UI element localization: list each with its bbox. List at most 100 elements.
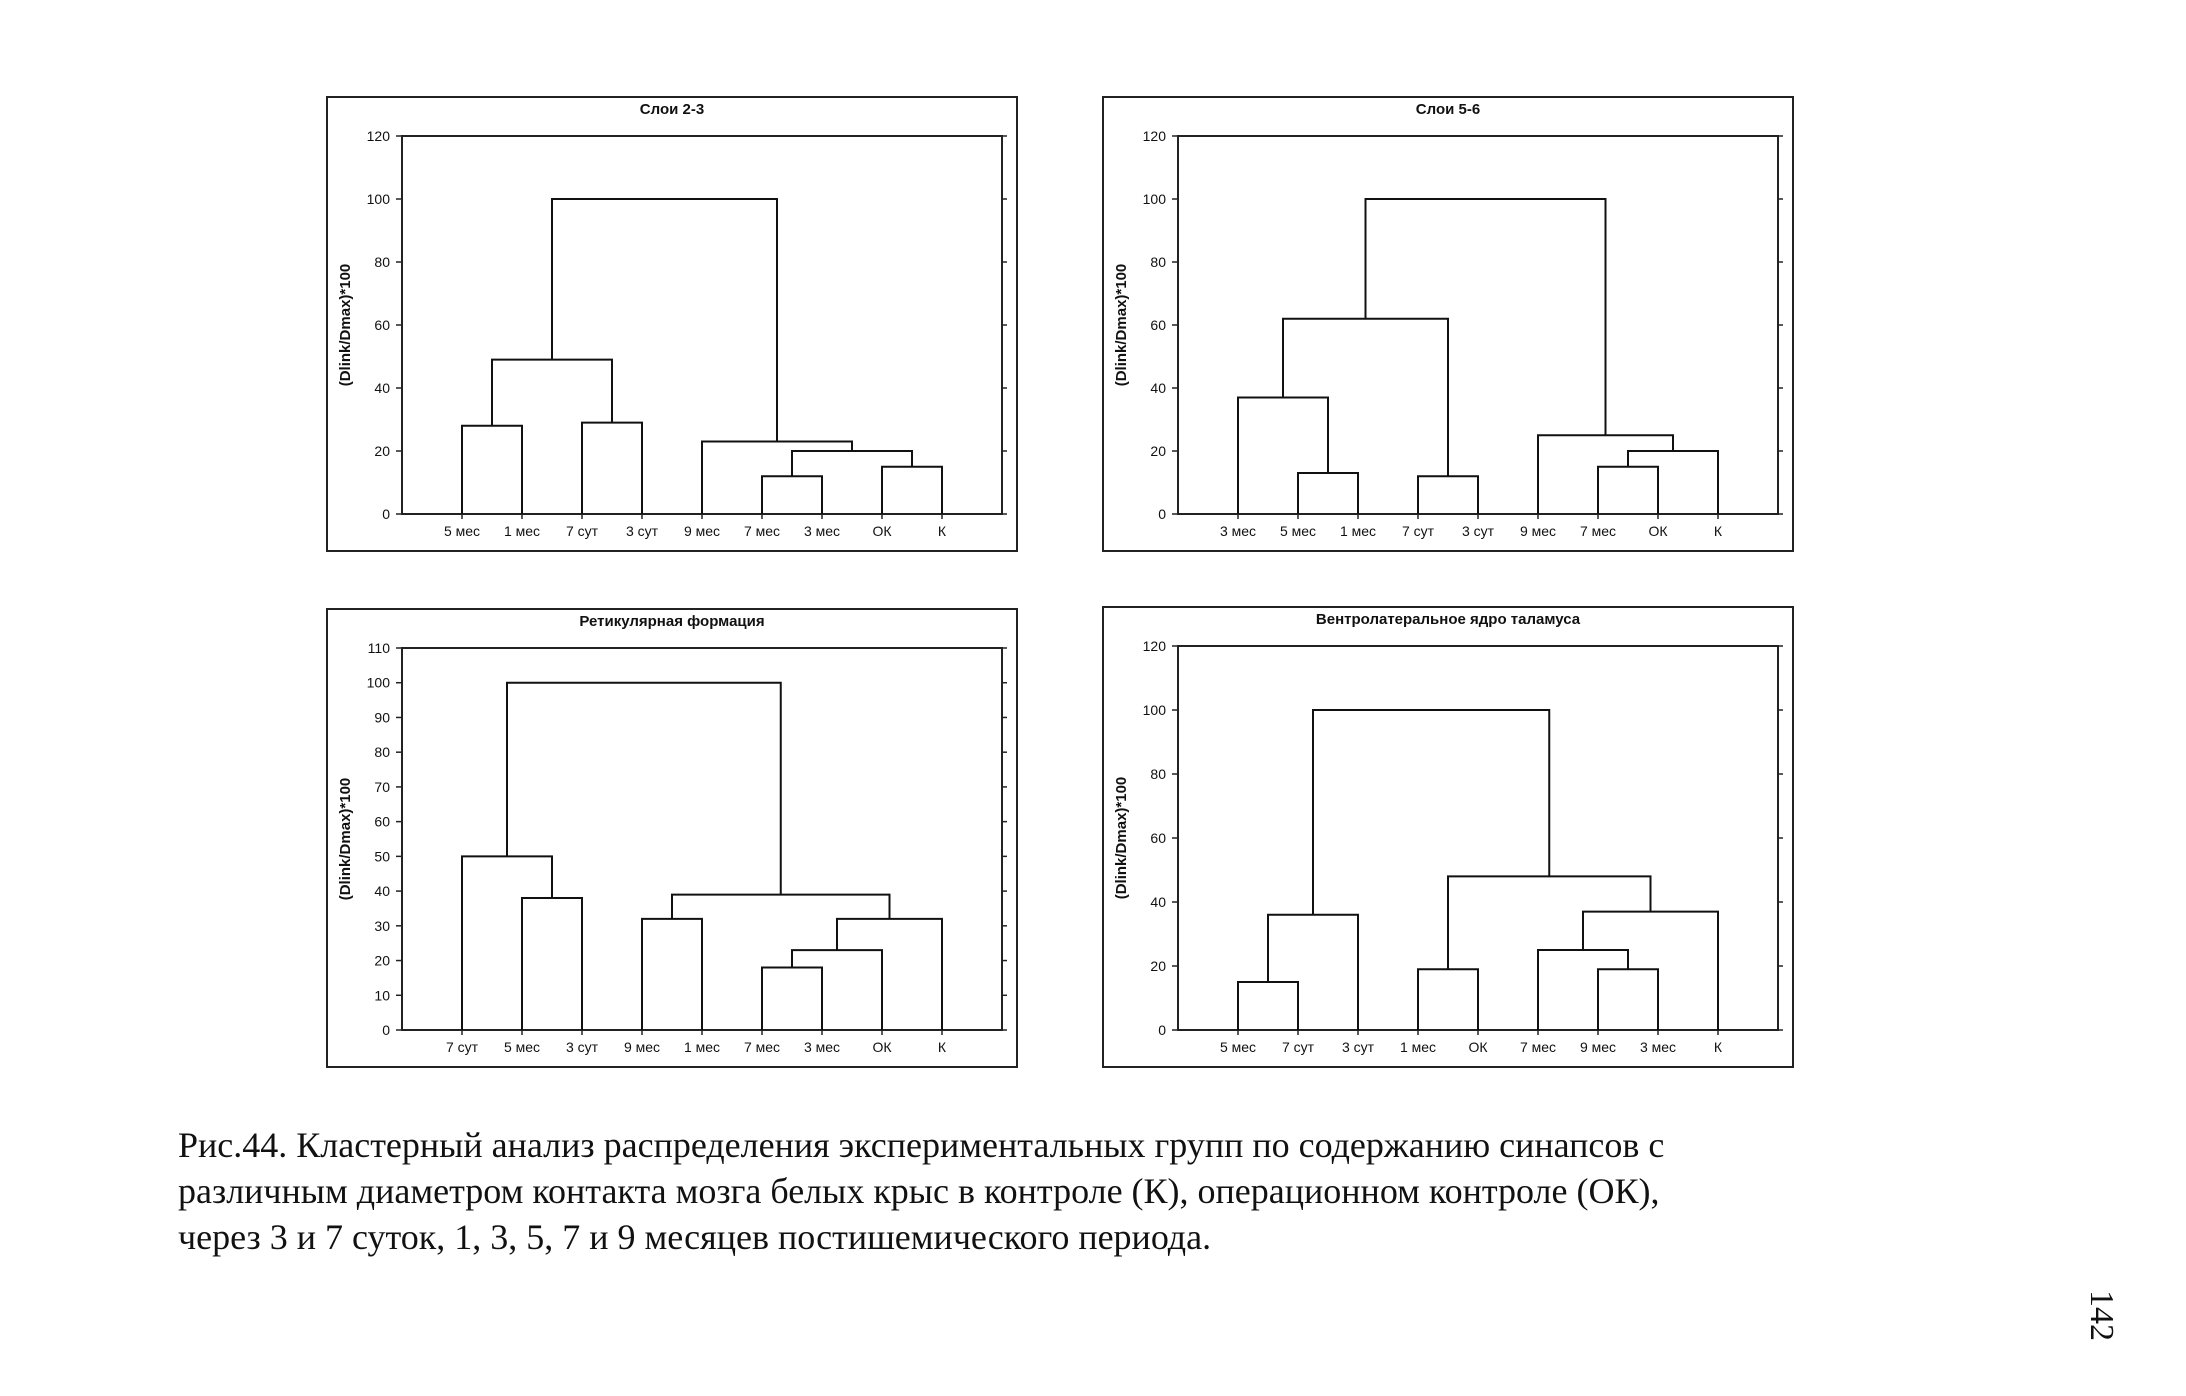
dendrogram-link-3 xyxy=(461,424,523,514)
x-tick-label-1: 3 мес xyxy=(1220,523,1256,539)
y-tick-label: 40 xyxy=(374,883,390,899)
dendrogram-link-6 xyxy=(1582,910,1719,1030)
y-tick-label: 40 xyxy=(1150,380,1166,396)
y-tick-label: 0 xyxy=(382,1022,390,1038)
x-tick-label-6: 7 мес xyxy=(744,1039,780,1055)
x-tick-label-4: 9 мес xyxy=(624,1039,660,1055)
y-tick-label: 80 xyxy=(374,744,390,760)
dendrogram-link-5 xyxy=(1267,913,1359,1030)
chart-title: Слои 2-3 xyxy=(640,101,704,118)
chart-title: Ретикулярная формация xyxy=(579,613,764,630)
dendrogram-link-2 xyxy=(1417,968,1479,1030)
dendrogram-link-3 xyxy=(1597,968,1659,1030)
dendrogram-link-8 xyxy=(551,198,778,442)
dendrogram-link-5 xyxy=(791,450,913,477)
dendrogram-layers-2-3: Слои 2-3 0 20 40 60 80 100 120 (Dlink/Dmax)*100 5… xyxy=(326,96,1018,552)
x-tick-label-6: 7 мес xyxy=(1520,1039,1556,1055)
x-tick-label-4: 7 сут xyxy=(1402,523,1435,539)
dendrogram-link-6 xyxy=(1537,434,1674,514)
dendrogram-link-4 xyxy=(791,949,883,1030)
dendrogram-link-8 xyxy=(1364,198,1607,436)
y-tick-label: 80 xyxy=(374,254,390,270)
y-tick-label: 50 xyxy=(374,848,390,864)
dendrogram-link-1 xyxy=(761,966,823,1030)
x-tick-label-9: К xyxy=(938,523,947,539)
y-tick-label: 100 xyxy=(1143,191,1167,207)
x-tick-label-5: ОК xyxy=(1468,1039,1488,1055)
x-tick-label-4: 1 мес xyxy=(1400,1039,1436,1055)
dendrogram-layers-5-6: Слои 5-6 0 20 40 60 80 100 120 (Dlink/Dmax)*100 3… xyxy=(1102,96,1794,552)
dendrogram-link-7 xyxy=(461,855,553,1030)
y-tick-label: 100 xyxy=(1143,702,1167,718)
y-tick-label: 110 xyxy=(368,640,391,656)
dendrogram-link-4 xyxy=(581,421,643,514)
y-tick-label: 120 xyxy=(1143,638,1167,654)
x-tick-label-2: 5 мес xyxy=(504,1039,540,1055)
x-tick-label-9: К xyxy=(1714,523,1723,539)
chart-frame xyxy=(326,608,1018,1068)
dendrogram-link-2 xyxy=(881,465,943,514)
y-tick-label: 0 xyxy=(1158,506,1166,522)
y-tick-label: 120 xyxy=(1143,128,1167,144)
dendrogram-ventrolateral-nucleus: Вентролатеральное ядро таламуса 0 20 40 60 80… xyxy=(1102,606,1794,1068)
chart-panel-ventrolateral-nucleus: Вентролатеральное ядро таламуса 0 20 40 60 80… xyxy=(1102,606,1794,1068)
x-tick-label-5: 9 мес xyxy=(684,523,720,539)
y-tick-label: 100 xyxy=(367,675,391,691)
dendrogram-link-7 xyxy=(1282,317,1449,477)
y-tick-label: 20 xyxy=(374,443,390,459)
dendrogram-link-7 xyxy=(491,358,613,426)
dendrogram-link-3 xyxy=(641,917,703,1030)
chart-frame xyxy=(1102,606,1794,1068)
x-tick-label-7: 3 мес xyxy=(804,523,840,539)
y-tick-label: 100 xyxy=(367,191,391,207)
y-axis-label: (Dlink/Dmax)*100 xyxy=(1113,777,1130,900)
x-tick-label-8: ОК xyxy=(872,1039,892,1055)
x-tick-label-2: 5 мес xyxy=(1280,523,1316,539)
x-tick-label-2: 1 мес xyxy=(504,523,540,539)
dendrogram-link-1 xyxy=(761,475,823,514)
x-tick-label-3: 1 мес xyxy=(1340,523,1376,539)
y-tick-label: 80 xyxy=(1150,254,1166,270)
x-tick-label-6: 7 мес xyxy=(744,523,780,539)
dendrogram-link-5 xyxy=(836,917,943,1030)
chart-title: Вентролатеральное ядро таламуса xyxy=(1316,611,1581,628)
x-tick-label-7: 3 мес xyxy=(804,1039,840,1055)
chart-panel-layers-5-6: Слои 5-6 0 20 40 60 80 100 120 (Dlink/Dmax)*100 3… xyxy=(1102,96,1794,552)
caption-line-1: Рис.44. Кластерный анализ распределения … xyxy=(178,1125,1665,1165)
x-tick-label-8: ОК xyxy=(872,523,892,539)
y-tick-label: 60 xyxy=(374,814,390,830)
dendrogram-link-2 xyxy=(521,897,583,1030)
dendrogram-reticular-formation: Ретикулярная формация 0 10 20 30 40 50 60 70 80 90… xyxy=(326,608,1018,1068)
dendrogram-link-6 xyxy=(671,893,891,919)
y-tick-label: 60 xyxy=(1150,830,1166,846)
y-tick-label: 70 xyxy=(374,779,390,795)
y-tick-label: 20 xyxy=(374,953,390,969)
x-tick-label-5: 3 сут xyxy=(1462,523,1495,539)
dendrogram-link-7 xyxy=(1447,875,1652,970)
x-tick-label-1: 5 мес xyxy=(444,523,480,539)
y-tick-label: 20 xyxy=(1150,443,1166,459)
dendrogram-link-4 xyxy=(1237,396,1329,514)
y-tick-label: 60 xyxy=(374,317,390,333)
y-tick-label: 40 xyxy=(1150,894,1166,910)
x-tick-label-5: 1 мес xyxy=(684,1039,720,1055)
figure-caption: Рис.44. Кластерный анализ распределения … xyxy=(178,1122,1878,1260)
x-tick-label-2: 7 сут xyxy=(1282,1039,1315,1055)
y-tick-label: 60 xyxy=(1150,317,1166,333)
chart-frame xyxy=(1102,96,1794,552)
dendrogram-link-1 xyxy=(1297,472,1359,514)
x-tick-label-7: 9 мес xyxy=(1580,1039,1616,1055)
x-tick-label-6: 9 мес xyxy=(1520,523,1556,539)
y-tick-label: 30 xyxy=(374,918,390,934)
chart-panel-reticular-formation: Ретикулярная формация 0 10 20 30 40 50 60 70 80 90… xyxy=(326,608,1018,1068)
x-tick-label-1: 7 сут xyxy=(446,1039,479,1055)
y-tick-label: 40 xyxy=(374,380,390,396)
dendrogram-link-3 xyxy=(1597,465,1659,514)
x-tick-label-8: 3 мес xyxy=(1640,1039,1676,1055)
dendrogram-link-1 xyxy=(1237,981,1299,1030)
y-tick-label: 90 xyxy=(374,709,390,725)
x-tick-label-3: 3 сут xyxy=(566,1039,599,1055)
x-tick-label-1: 5 мес xyxy=(1220,1039,1256,1055)
y-axis-label: (Dlink/Dmax)*100 xyxy=(337,264,354,387)
page-number: 142 xyxy=(2083,1290,2120,1341)
